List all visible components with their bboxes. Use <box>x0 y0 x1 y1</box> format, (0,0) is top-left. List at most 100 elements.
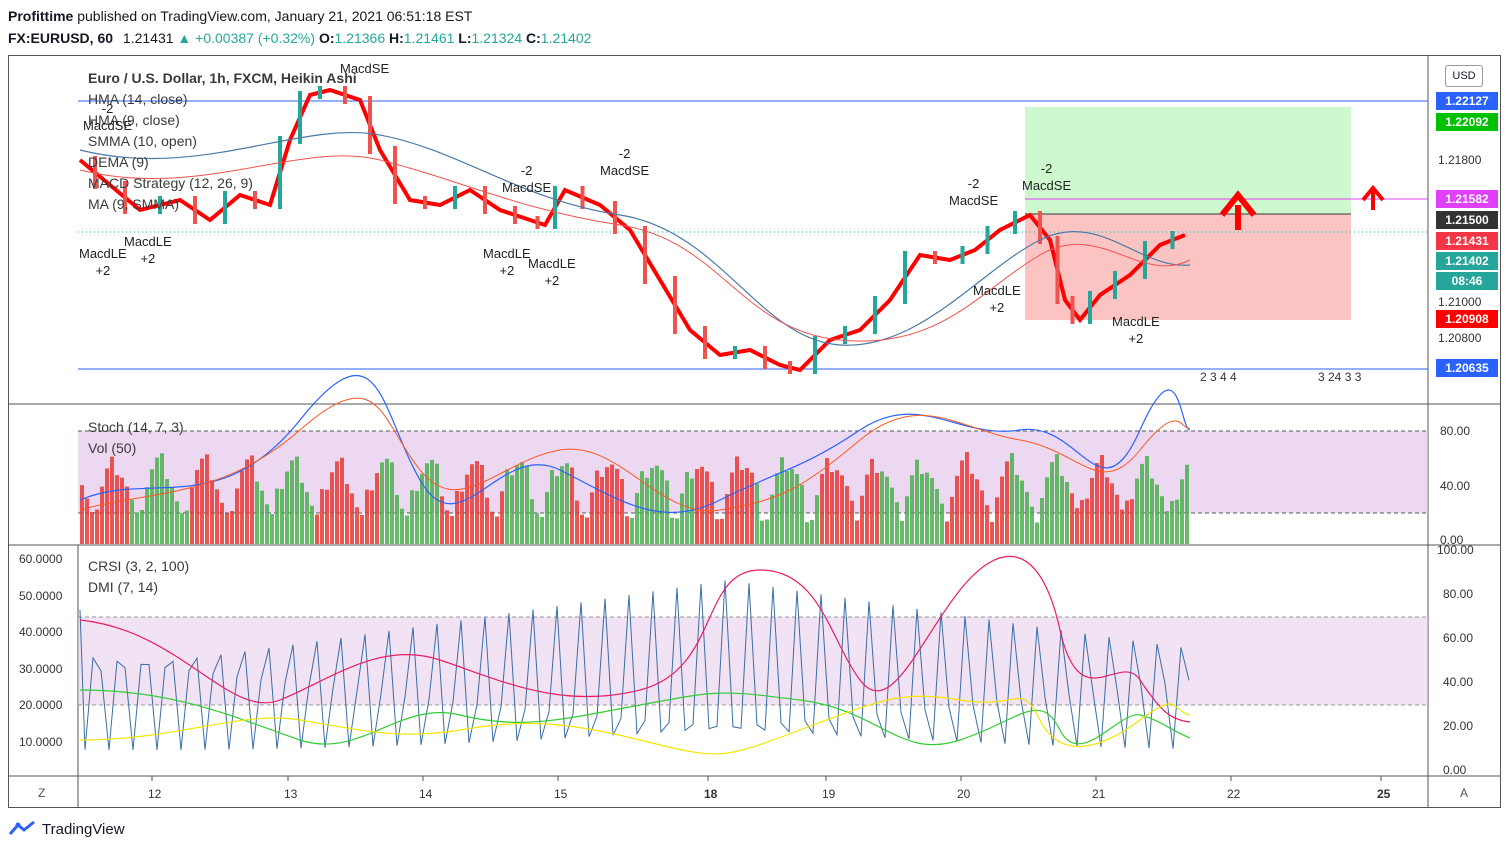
volume-bar <box>340 457 344 544</box>
volume-bar <box>805 522 809 544</box>
volume-bar <box>1025 491 1029 544</box>
volume-bar <box>755 483 759 544</box>
volume-bar <box>1130 499 1134 544</box>
crsi-left-axis-label: 30.0000 <box>19 662 63 676</box>
volume-bar <box>995 497 999 544</box>
stoch-axis-label: 40.00 <box>1440 479 1471 493</box>
signal-label: MacdLE +2 <box>528 256 576 288</box>
indicator-dmi[interactable]: DMI (7, 14) <box>88 579 159 595</box>
candle <box>553 186 557 229</box>
candle <box>813 336 817 374</box>
volume-bar <box>170 487 174 544</box>
volume-bar <box>965 452 969 544</box>
footer-brand[interactable]: TradingView <box>8 820 125 838</box>
volume-bar <box>785 471 789 544</box>
volume-bar <box>935 489 939 544</box>
up-arrow-icon <box>1219 190 1257 230</box>
volume-bar <box>395 494 399 544</box>
publisher-name[interactable]: Profittime <box>8 8 74 24</box>
volume-bar <box>1005 461 1009 544</box>
volume-bar <box>950 496 954 544</box>
volume-bar <box>280 489 284 544</box>
volume-bar <box>1145 456 1149 544</box>
candle <box>123 181 127 214</box>
volume-bar <box>550 469 554 544</box>
auto-scale-button[interactable]: A <box>1460 786 1469 800</box>
volume-bar <box>735 456 739 544</box>
volume-bar <box>900 520 904 544</box>
event-count: 2 3 4 4 <box>1200 370 1237 384</box>
indicator-smma[interactable]: SMMA (10, open) <box>88 133 197 149</box>
volume-bar <box>430 459 434 544</box>
indicator-hma14[interactable]: HMA (14, close) <box>88 91 188 107</box>
volume-bar <box>90 511 94 544</box>
low-label: L: <box>458 30 472 46</box>
volume-bar <box>335 461 339 544</box>
indicator-hma9[interactable]: HMA (9, close) <box>88 112 180 128</box>
volume-bar <box>555 476 559 544</box>
candle <box>453 186 457 209</box>
volume-bar <box>940 503 944 544</box>
indicator-volume[interactable]: Vol (50) <box>88 440 137 456</box>
volume-bar <box>455 490 459 544</box>
volume-bar <box>565 463 569 544</box>
indicator-stoch[interactable]: Stoch (14, 7, 3) <box>88 419 184 435</box>
stoch-axis-label: 80.00 <box>1440 424 1471 438</box>
low-value: 1.21324 <box>471 30 523 46</box>
volume-bar <box>265 504 269 544</box>
volume-bar <box>925 472 929 544</box>
indicator-ma-smma[interactable]: MA (9, SMMA) <box>88 196 180 212</box>
volume-bar <box>605 467 609 544</box>
zoom-button[interactable]: Z <box>38 786 46 800</box>
indicator-crsi[interactable]: CRSI (3, 2, 100) <box>88 558 190 574</box>
candle <box>903 251 907 304</box>
volume-bar <box>865 474 869 544</box>
signal-label: -2 MacdSE <box>83 101 133 133</box>
volume-bar <box>465 474 469 544</box>
candle <box>343 86 347 104</box>
volume-bar <box>525 466 529 544</box>
volume-bar <box>860 495 864 544</box>
price-box-line-top: 1.22127 <box>1436 92 1498 110</box>
volume-bar <box>855 520 859 544</box>
volume-bar <box>105 468 109 544</box>
volume-bar <box>85 498 89 544</box>
symbol-name[interactable]: FX:EURUSD, 60 <box>8 30 114 46</box>
volume-bar <box>1115 494 1119 544</box>
currency-button[interactable]: USD <box>1445 65 1483 87</box>
volume-bar <box>490 511 494 544</box>
stoch-d-line <box>79 397 1191 512</box>
price-box-magenta: 1.21582 <box>1436 190 1498 208</box>
candle <box>253 191 257 209</box>
open-value: 1.21366 <box>334 30 386 46</box>
volume-bar <box>135 512 139 544</box>
volume-bar <box>305 492 309 544</box>
volume-bar <box>580 514 584 544</box>
candle <box>733 346 737 359</box>
candle <box>535 216 540 229</box>
volume-bar <box>1090 477 1094 544</box>
volume-bar <box>100 486 104 544</box>
volume-bar <box>95 509 99 544</box>
volume-bar <box>685 471 689 544</box>
volume-bar <box>770 494 774 544</box>
volume-bar <box>500 491 504 544</box>
indicator-dema[interactable]: DEMA (9) <box>88 154 149 170</box>
indicator-macd-strategy[interactable]: MACD Strategy (12, 26, 9) <box>88 175 253 191</box>
volume-bar <box>810 519 814 544</box>
price-box-close: 1.21402 <box>1436 252 1498 270</box>
high-label: H: <box>389 30 404 46</box>
volume-bar <box>625 516 629 544</box>
volume-bar <box>510 475 514 544</box>
price-axis-label: 1.21800 <box>1438 153 1482 167</box>
volume-bar <box>350 493 354 544</box>
volume-bar <box>570 467 574 544</box>
volume-bar <box>1075 508 1079 544</box>
high-value: 1.21461 <box>403 30 455 46</box>
volume-bar <box>320 489 324 544</box>
time-axis-label: 25 <box>1377 787 1391 801</box>
volume-bar <box>745 467 749 544</box>
candle <box>873 296 877 334</box>
volume-bar <box>890 487 894 544</box>
